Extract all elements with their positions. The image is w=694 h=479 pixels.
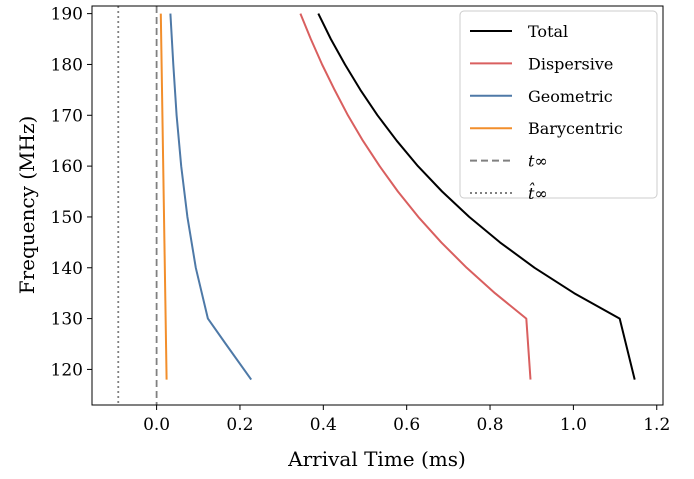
- plot-frame: [91, 5, 664, 406]
- y-tick-label: 160: [51, 157, 83, 177]
- legend-label: Dispersive: [528, 54, 613, 73]
- series-line-0: [317, 13, 636, 380]
- x-tick-label: 1.2: [643, 415, 670, 435]
- legend: Total Dispersive Geometric Barycentric t∞ t̂∞: [459, 10, 658, 203]
- y-tick-label: 120: [51, 360, 83, 380]
- series-line-2: [169, 13, 253, 381]
- y-tick-label: 170: [51, 106, 83, 126]
- y-tick-label: 130: [51, 310, 83, 330]
- plot-area: [117, 6, 636, 405]
- legend-label: t̂∞: [528, 183, 548, 203]
- x-axis-title: Arrival Time (ms): [287, 447, 466, 471]
- x-axis: 0.0 0.2 0.4 0.6 0.8 1.0 1.2: [143, 405, 670, 435]
- x-tick-label: 0.2: [226, 415, 253, 435]
- x-tick-label: 0.0: [143, 415, 170, 435]
- x-tick-label: 1.0: [560, 415, 587, 435]
- x-tick-label: 0.6: [393, 415, 420, 435]
- legend-box: [459, 10, 658, 199]
- legend-label: Geometric: [528, 87, 613, 106]
- legend-label: Total: [528, 22, 568, 41]
- y-tick-label: 180: [51, 55, 83, 75]
- series-line-1: [299, 13, 532, 380]
- legend-label: t∞: [528, 152, 548, 171]
- series-line-3: [159, 13, 168, 380]
- y-tick-label: 150: [51, 208, 83, 228]
- x-tick-label: 0.4: [310, 415, 337, 435]
- y-tick-label: 140: [51, 259, 83, 279]
- legend-label: Barycentric: [528, 119, 623, 138]
- y-axis-title: Frequency (MHz): [15, 116, 39, 295]
- y-axis: 120 130 140 150 160 170 180 190: [51, 5, 92, 380]
- y-tick-label: 190: [51, 5, 83, 25]
- x-tick-label: 0.8: [477, 415, 504, 435]
